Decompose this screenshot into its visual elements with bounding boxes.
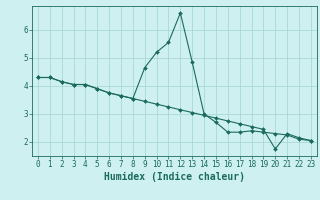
- X-axis label: Humidex (Indice chaleur): Humidex (Indice chaleur): [104, 172, 245, 182]
